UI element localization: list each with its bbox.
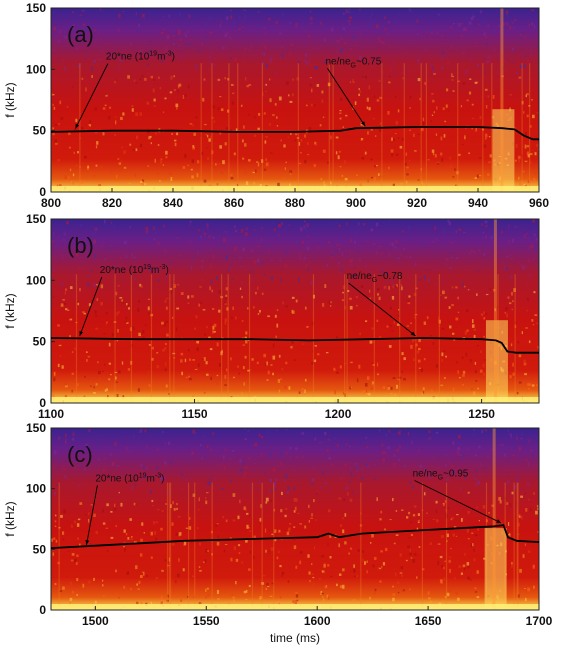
annotation-text-part: G <box>372 277 377 284</box>
x-tick-label: 800 <box>41 196 61 210</box>
plot-frame <box>50 427 540 611</box>
spectrogram-texture <box>51 219 539 403</box>
spectrogram-texture <box>51 428 539 610</box>
x-tick-label: 860 <box>224 196 244 210</box>
x-tick-label: 1250 <box>468 407 495 421</box>
x-tick-label: 1500 <box>82 614 109 628</box>
annotation-arrowhead <box>361 121 366 127</box>
spectrogram-background <box>51 8 539 192</box>
spectrogram-background <box>51 428 539 610</box>
annotation-label: ne/neG~0.75 <box>326 56 382 69</box>
y-tick-label: 0 <box>39 603 46 617</box>
annotation-arrow <box>86 485 98 545</box>
x-tick-label: 1100 <box>38 407 64 421</box>
annotation-text-part: -3 <box>155 472 161 479</box>
annotation-arrow <box>348 282 416 337</box>
annotation-arrow <box>79 276 103 337</box>
y-tick-label: 150 <box>26 1 46 15</box>
annotation-arrowhead <box>79 331 84 336</box>
x-tick-label: 920 <box>407 196 427 210</box>
y-axis-label: f (kHz) <box>3 293 17 328</box>
panel-label: (a) <box>67 22 94 47</box>
x-tick-label: 840 <box>163 196 183 210</box>
x-tick-label: 1600 <box>304 614 331 628</box>
y-tick-label: 50 <box>33 542 47 556</box>
x-tick-label: 940 <box>468 196 488 210</box>
x-tick-label: 900 <box>346 196 366 210</box>
y-tick-label: 100 <box>26 62 46 76</box>
x-tick-label: 1650 <box>415 614 442 628</box>
annotation-label: 20*ne (1019m-3) <box>100 264 169 276</box>
annotation-text-part: ~0.75 <box>356 56 382 67</box>
y-tick-label: 100 <box>26 273 46 287</box>
annotation-text-part: ~0.78 <box>377 271 403 282</box>
annotation-arrow <box>327 68 366 127</box>
annotation-label: 20*ne (1019m-3) <box>95 472 164 484</box>
annotation-text-part: m <box>147 473 155 484</box>
x-tick-label: 1150 <box>182 407 208 421</box>
spectrogram-background <box>51 219 539 403</box>
x-axis-label: time (ms) <box>270 631 320 645</box>
annotation-text-part: 20*ne (10 <box>95 473 139 484</box>
density-trace-line <box>50 126 539 141</box>
annotation-text-part: ) <box>166 265 169 276</box>
x-tick-label: 1550 <box>193 614 220 628</box>
annotation-arrowhead <box>410 331 416 336</box>
annotation-text-part: ne/ne <box>347 271 372 282</box>
annotation-text-part: -3 <box>165 51 171 58</box>
x-tick-label: 960 <box>529 196 549 210</box>
annotation-text-part: G <box>351 62 356 69</box>
plot-frame <box>50 218 540 404</box>
annotation-text-part: 19 <box>143 264 151 271</box>
y-tick-label: 50 <box>33 124 47 138</box>
annotation-arrowhead <box>85 540 90 545</box>
spectrogram-panel-b: 1100 1150 1200 1250 0 50 100 150 f (kHz) (b) 20*ne… <box>3 212 540 421</box>
annotation-text-part: 20*ne (10 <box>100 265 144 276</box>
x-tick-label: 1200 <box>325 407 352 421</box>
annotation-arrowhead <box>496 519 502 524</box>
annotation-arrowhead <box>75 123 80 129</box>
y-tick-label: 150 <box>26 212 46 226</box>
annotation-text-part: ) <box>161 473 164 484</box>
spectrogram-panel-c: 1500 1550 1600 1650 1700 0 50 100 150 f (kHz) time… <box>3 421 553 645</box>
annotation-text-part: 20*ne (10 <box>106 52 150 63</box>
y-tick-label: 150 <box>26 421 46 435</box>
annotation-text-part: ) <box>172 52 175 63</box>
annotation-text-part: 19 <box>139 472 147 479</box>
panel-label: (c) <box>67 442 93 467</box>
y-axis-label: f (kHz) <box>3 82 17 117</box>
annotation-text-part: -3 <box>159 264 165 271</box>
panel-label: (b) <box>67 233 94 258</box>
annotation-arrow <box>414 480 502 524</box>
y-axis-label: f (kHz) <box>3 501 17 536</box>
density-trace-line <box>50 337 539 354</box>
annotation-text-part: G <box>438 475 443 482</box>
x-tick-label: 880 <box>285 196 305 210</box>
annotation-text-part: ne/ne <box>326 56 351 67</box>
x-tick-label: 820 <box>102 196 122 210</box>
annotation-text-part: ~0.95 <box>443 469 469 480</box>
density-trace-line <box>50 524 540 549</box>
y-tick-label: 0 <box>39 396 46 410</box>
annotation-text-part: m <box>151 265 159 276</box>
annotation-text-part: m <box>157 52 165 63</box>
x-tick-label: 1700 <box>526 614 553 628</box>
annotation-text-part: 19 <box>149 51 157 58</box>
annotation-label: 20*ne (1019m-3) <box>106 51 175 63</box>
annotation-label: ne/neG~0.78 <box>347 271 403 284</box>
spectrogram-panel-a: 800 820 840 860 880 900 920 940 960 0 50 100 150 f (k… <box>3 1 549 210</box>
annotation-label: ne/neG~0.95 <box>413 469 469 482</box>
annotation-arrow <box>74 63 109 129</box>
y-tick-label: 50 <box>33 335 47 349</box>
annotation-text-part: ne/ne <box>413 469 438 480</box>
y-tick-label: 0 <box>39 185 46 199</box>
y-tick-label: 100 <box>26 482 46 496</box>
